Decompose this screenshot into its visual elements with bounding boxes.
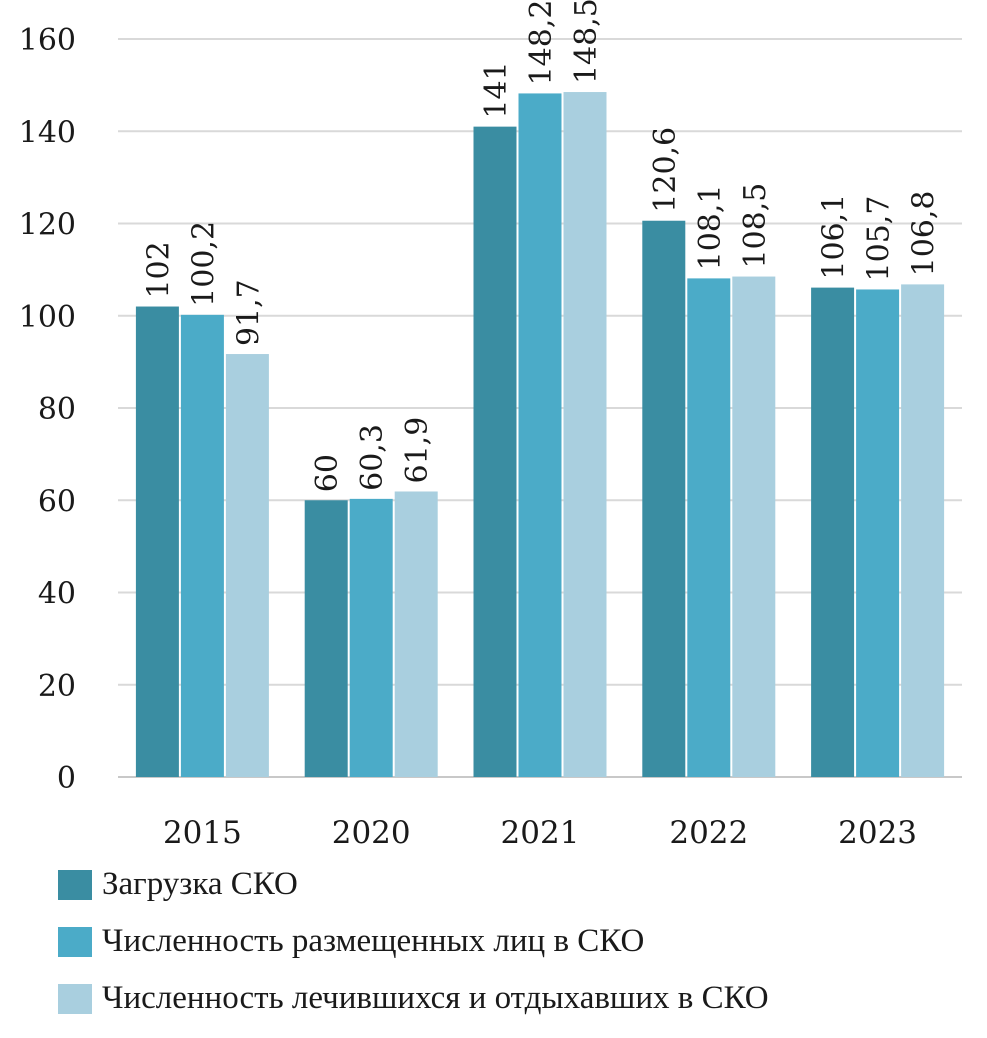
- bar-2020-series-3: [394, 491, 438, 777]
- x-tick-label: 2023: [838, 815, 917, 851]
- data-label: 61,9: [400, 417, 435, 484]
- data-label: 102: [141, 241, 176, 298]
- legend-swatch: [58, 926, 92, 957]
- data-label: 148,5: [569, 0, 604, 84]
- y-tick-label: 80: [38, 392, 76, 427]
- data-label: 91,7: [231, 279, 266, 346]
- y-tick-label: 100: [19, 300, 76, 335]
- data-label: 106,8: [907, 190, 942, 276]
- bar-2022-series-1: [642, 220, 686, 778]
- data-label: 141: [479, 61, 514, 118]
- data-label: 60,3: [355, 424, 390, 491]
- legend-label: Численность размещенных лиц в СКО: [102, 923, 645, 959]
- data-label: 120,6: [648, 127, 683, 213]
- data-label: 108,5: [738, 183, 773, 269]
- legend-swatch: [58, 983, 92, 1014]
- legend-label: Численность лечившихся и отдыхавших в СК…: [102, 980, 769, 1016]
- y-tick-label: 120: [19, 208, 76, 243]
- plot-area: 0 20 40 60 80 100 120 140 160 2015 102 100,2 91,7 202…: [19, 0, 962, 851]
- bar-2015-series-1: [135, 306, 179, 777]
- legend-item: Численность лечившихся и отдыхавших в СК…: [58, 980, 769, 1017]
- legend-label: Загрузка СКО: [102, 866, 298, 902]
- data-label: 106,1: [817, 194, 852, 280]
- data-label: 108,1: [693, 184, 728, 270]
- x-tick-label: 2020: [332, 815, 411, 851]
- bar-2021-series-3: [563, 92, 607, 777]
- data-label: 105,7: [862, 196, 897, 282]
- y-tick-label: 140: [19, 115, 76, 150]
- legend-item: Загрузка СКО: [58, 866, 298, 903]
- bar-2023-series-2: [856, 289, 900, 777]
- bar-2021-series-2: [518, 93, 562, 778]
- bar-2022-series-3: [732, 276, 776, 777]
- y-tick-label: 20: [38, 669, 76, 704]
- bar-2023-series-3: [901, 284, 945, 777]
- bar-2020-series-2: [349, 498, 393, 777]
- bar-2015-series-2: [180, 314, 224, 777]
- bar-2022-series-2: [687, 278, 731, 777]
- bar-2020-series-1: [304, 500, 348, 777]
- bar-2015-series-3: [225, 354, 269, 777]
- bar-2021-series-1: [473, 126, 517, 777]
- y-tick-label: 160: [19, 23, 76, 58]
- x-tick-label: 2021: [501, 815, 580, 851]
- y-tick-label: 60: [38, 484, 76, 519]
- x-tick-label: 2015: [163, 815, 242, 851]
- data-label: 148,2: [524, 0, 559, 85]
- x-tick-label: 2022: [669, 815, 748, 851]
- data-label: 60: [310, 454, 345, 492]
- legend-item: Численность размещенных лиц в СКО: [58, 923, 644, 960]
- data-label: 100,2: [186, 221, 221, 307]
- bar-2023-series-1: [811, 287, 855, 777]
- y-tick-label: 0: [57, 761, 76, 796]
- legend-swatch: [58, 869, 92, 900]
- y-tick-label: 40: [38, 577, 76, 612]
